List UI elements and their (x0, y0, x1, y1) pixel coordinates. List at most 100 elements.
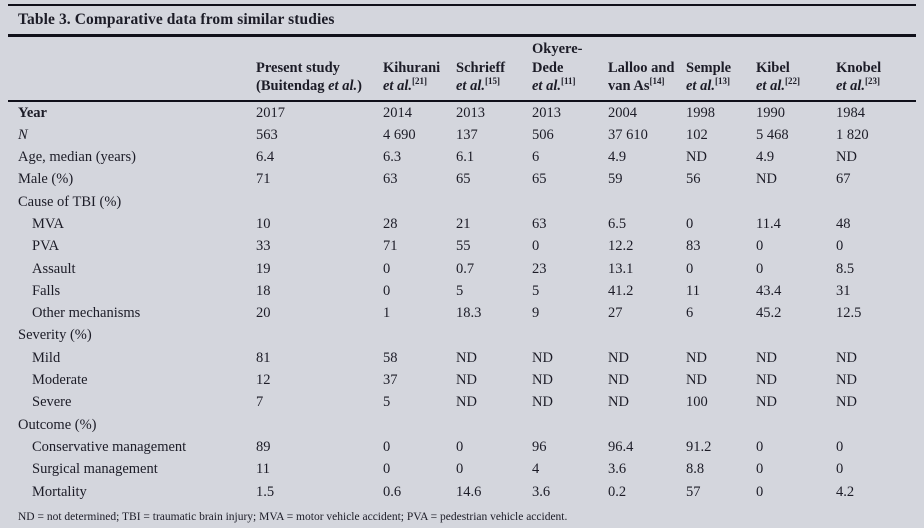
table-cell (686, 324, 756, 346)
table-cell: 11 (256, 461, 270, 478)
table-cell: 6.3 (383, 149, 402, 166)
row-label: Age, median (years) (18, 149, 136, 166)
table-cell (686, 191, 756, 213)
table-cell: 28 (383, 215, 398, 232)
column-header-kibel: Kibel et al.[22] (756, 37, 836, 102)
table-row: PVA 33 71 55 0 12.2 83 0 0 (8, 235, 916, 257)
table-cell: ND (456, 349, 477, 366)
table-row: Surgical management 11 0 0 4 3.6 8.8 0 0 (8, 458, 916, 480)
table-cell: ND (686, 149, 707, 166)
table-cell: 59 (608, 171, 623, 188)
header-row: Present study (Buitendag et al.) Kihurani e… (8, 37, 916, 102)
row-label: Other mechanisms (32, 305, 141, 322)
table-cell: 1998 (686, 104, 715, 121)
table-cell (608, 191, 686, 213)
table-cell: ND (836, 349, 857, 366)
table-cell: 6.5 (608, 215, 627, 232)
table-header: Present study (Buitendag et al.) Kihurani e… (8, 37, 916, 102)
table-cell: 2014 (383, 104, 412, 121)
table-cell: 12.2 (608, 238, 634, 255)
table-cell (532, 191, 608, 213)
table-cell: 71 (256, 171, 271, 188)
table-cell: 1 820 (836, 126, 869, 143)
row-label: N (18, 126, 28, 143)
table-cell: ND (756, 171, 777, 188)
row-label: Assault (32, 260, 76, 277)
table-cell: 8.5 (836, 260, 855, 277)
table-title: Table 3. Comparative data from similar s… (8, 6, 916, 37)
table-cell: 2017 (256, 104, 285, 121)
table-cell: 4.9 (608, 149, 627, 166)
table-cell: 11.4 (756, 215, 781, 232)
row-label: Conservative management (32, 438, 187, 455)
comparative-studies-table: Present study (Buitendag et al.) Kihurani e… (8, 37, 916, 503)
table-cell: 55 (456, 238, 471, 255)
table-cell: ND (836, 149, 857, 166)
table-cell: 0.2 (608, 483, 627, 500)
table-cell: 83 (686, 238, 701, 255)
table-footnote: ND = not determined; TBI = traumatic bra… (18, 510, 568, 523)
table-cell: 63 (383, 171, 398, 188)
row-label-header (8, 37, 256, 102)
table-cell: 6 (532, 149, 540, 166)
table-cell: 8.8 (686, 461, 705, 478)
table-cell: 4.9 (756, 149, 775, 166)
table-cell (383, 324, 456, 346)
table-cell: 13.1 (608, 260, 634, 277)
table-cell: 2013 (456, 104, 485, 121)
table-cell: 1.5 (256, 483, 275, 500)
table-cell: 3.6 (532, 483, 551, 500)
table-cell (383, 191, 456, 213)
row-label: MVA (32, 215, 64, 232)
table-cell (756, 324, 836, 346)
table-cell: 57 (686, 483, 701, 500)
table-cell: 137 (456, 126, 478, 143)
column-header-knobel: Knobel et al.[23] (836, 37, 916, 102)
table-row: Severe 7 5 ND ND ND 100 ND ND (8, 391, 916, 413)
table-cell: 20 (256, 305, 271, 322)
table-cell: ND (836, 394, 857, 411)
table-cell: ND (836, 372, 857, 389)
table-cell: 12 (256, 372, 271, 389)
table-cell: 0 (686, 260, 694, 277)
table-cell: 0 (756, 438, 764, 455)
table-cell: 0 (836, 238, 844, 255)
table-body: Year 2017 2014 2013 2013 2004 1998 1990 1984 N 563… (8, 101, 916, 503)
table-cell: 5 (456, 282, 464, 299)
table-cell: 81 (256, 349, 271, 366)
row-label: Cause of TBI (%) (18, 193, 122, 210)
table-row: Cause of TBI (%) (8, 191, 916, 213)
column-header-kihurani: Kihurani et al.[21] (383, 37, 456, 102)
table-cell: 63 (532, 215, 547, 232)
table-cell: ND (608, 394, 629, 411)
table-cell: 3.6 (608, 461, 627, 478)
table-cell: 0.7 (456, 260, 475, 277)
table-cell: 31 (836, 282, 851, 299)
table-cell: 0 (532, 238, 540, 255)
row-label: Mild (32, 349, 61, 366)
table-cell: 6 (686, 305, 694, 322)
row-label: Surgical management (32, 461, 158, 478)
table-row: Year 2017 2014 2013 2013 2004 1998 1990 1984 (8, 101, 916, 124)
table-cell: 12.5 (836, 305, 862, 322)
table-cell: 0 (756, 461, 764, 478)
row-label: Year (18, 104, 47, 121)
table-cell: ND (532, 372, 553, 389)
table-cell: ND (456, 394, 477, 411)
table-cell: 65 (532, 171, 547, 188)
table-cell (836, 324, 916, 346)
table-cell: 0 (756, 260, 764, 277)
table-row: Outcome (%) (8, 414, 916, 436)
row-label: Male (%) (18, 171, 74, 188)
table-cell: 100 (686, 394, 708, 411)
column-header-schrieff: Schrieff et al.[15] (456, 37, 532, 102)
table-cell: 14.6 (456, 483, 482, 500)
table-row: Conservative management 89 0 0 96 96.4 91.2 0 0 (8, 436, 916, 458)
table-row: Mild 81 58 ND ND ND ND ND ND (8, 347, 916, 369)
table-cell: 18 (256, 282, 271, 299)
table-row: Severity (%) (8, 324, 916, 346)
row-label: Moderate (32, 372, 88, 389)
table-cell: 4 690 (383, 126, 416, 143)
table-cell: 56 (686, 171, 701, 188)
